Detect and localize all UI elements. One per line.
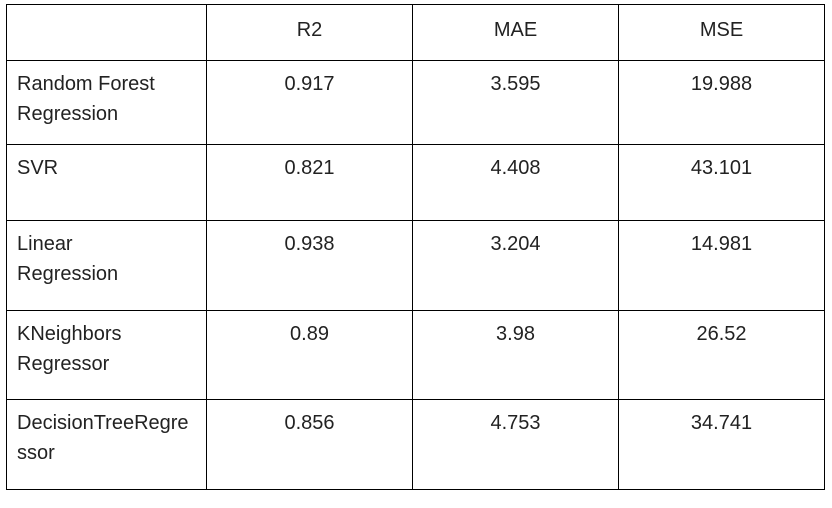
table-row: SVR 0.821 4.408 43.101 [6,144,825,221]
header-cell-mae: MAE [412,4,619,61]
header-cell-mse: MSE [618,4,825,61]
metrics-table: R2 MAE MSE Random Forest Regression 0.91… [6,4,825,490]
r2-cell: 0.917 [206,60,413,145]
table-row: DecisionTreeRegressor 0.856 4.753 34.741 [6,399,825,490]
model-name: Random Forest Regression [17,73,155,125]
header-cell-r2: R2 [206,4,413,61]
r2-cell: 0.938 [206,220,413,311]
model-name-cell: SVR [6,144,207,221]
table-row: Linear Regression 0.938 3.204 14.981 [6,220,825,311]
mae-cell: 4.408 [412,144,619,221]
table-row: Random Forest Regression 0.917 3.595 19.… [6,60,825,145]
model-name: KNeighbors Regressor [17,323,122,375]
mse-cell: 43.101 [618,144,825,221]
model-name: SVR [17,157,59,179]
model-name-cell: DecisionTreeRegressor [6,399,207,490]
model-name-cell: Linear Regression [6,220,207,311]
mae-cell: 4.753 [412,399,619,490]
header-cell-model [6,4,207,61]
model-name-cell: KNeighbors Regressor [6,310,207,400]
mse-cell: 34.741 [618,399,825,490]
mae-cell: 3.204 [412,220,619,311]
mse-cell: 26.52 [618,310,825,400]
r2-cell: 0.89 [206,310,413,400]
mse-cell: 19.988 [618,60,825,145]
mse-cell: 14.981 [618,220,825,311]
model-name-cell: Random Forest Regression [6,60,207,145]
table-row: KNeighbors Regressor 0.89 3.98 26.52 [6,310,825,400]
r2-cell: 0.856 [206,399,413,490]
mae-cell: 3.595 [412,60,619,145]
header-row: R2 MAE MSE [6,4,825,61]
r2-cell: 0.821 [206,144,413,221]
model-name: Linear Regression [17,233,119,285]
mae-cell: 3.98 [412,310,619,400]
model-name: DecisionTreeRegressor [17,412,189,464]
